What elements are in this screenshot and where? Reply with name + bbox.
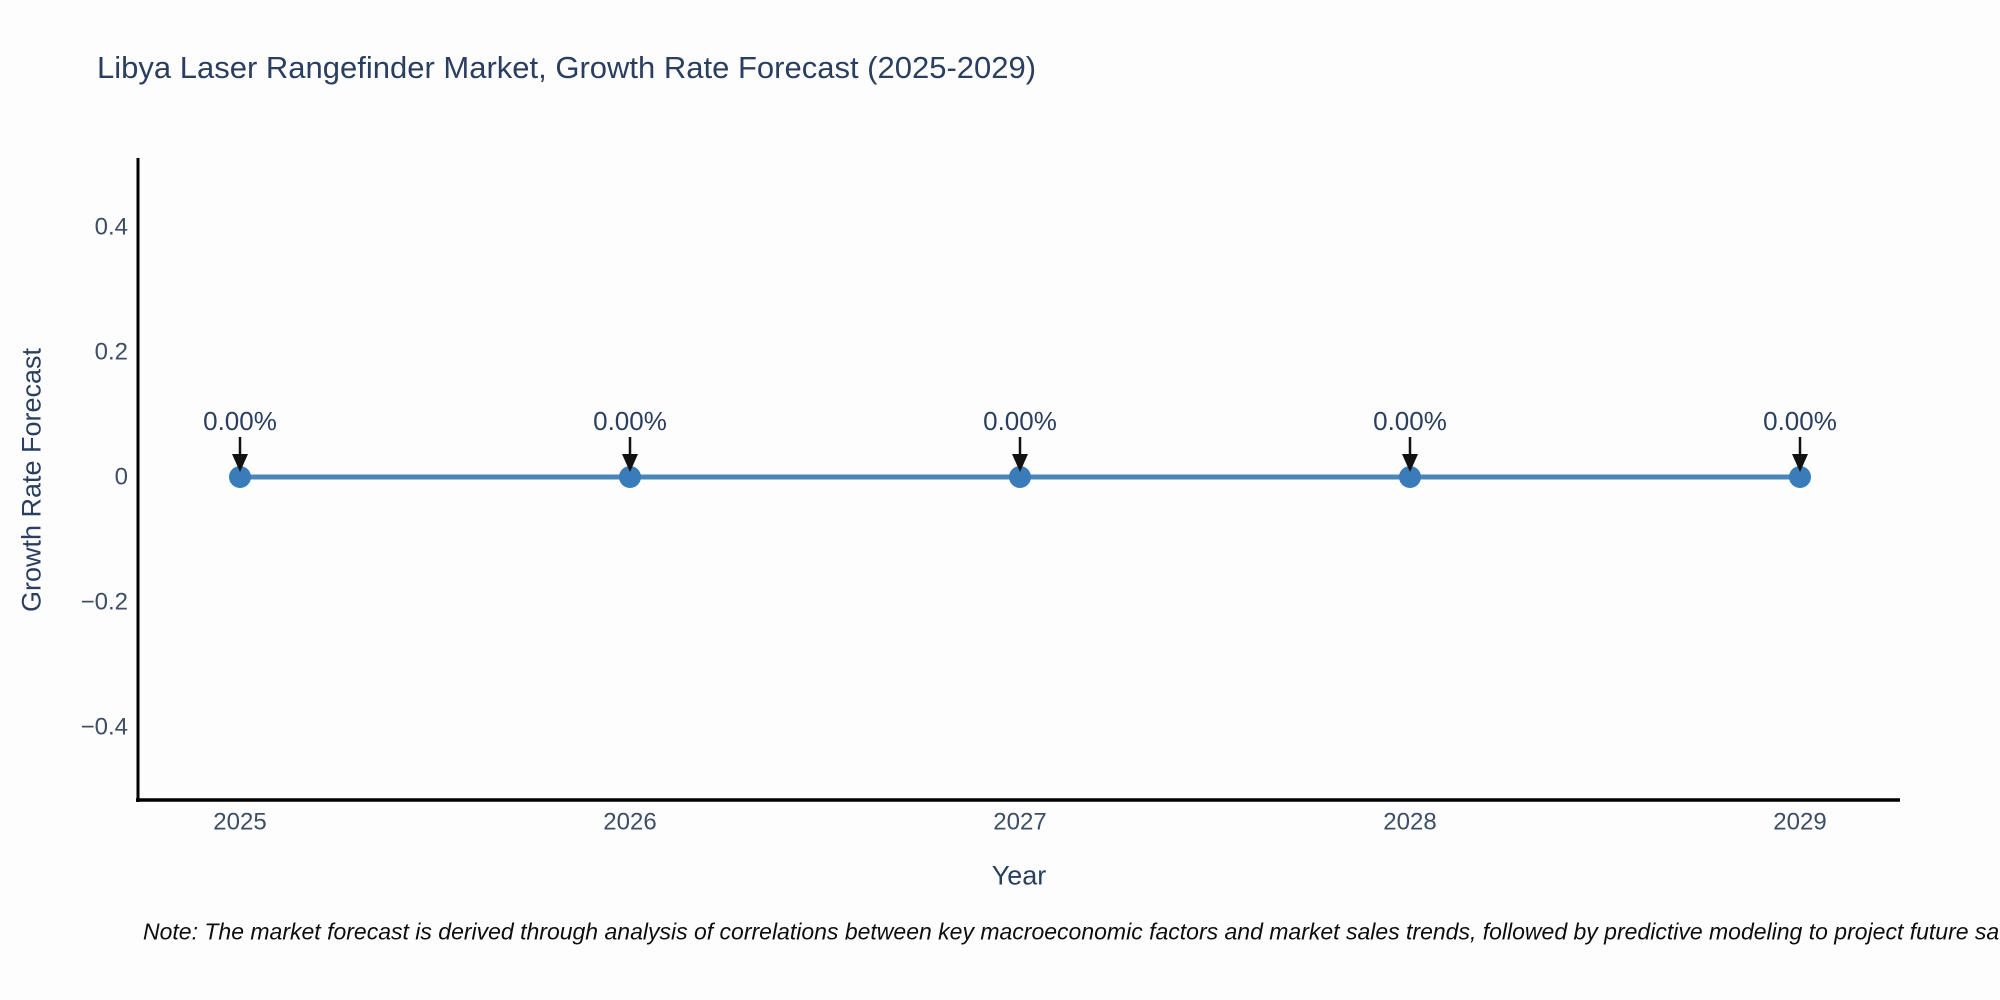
data-point-marker [1789,466,1811,488]
annotation-label: 0.00% [593,406,667,436]
x-tick-label: 2028 [1383,809,1436,836]
annotation-arrow-head [622,454,638,472]
annotation-label: 0.00% [1373,406,1447,436]
data-point-marker [1399,466,1421,488]
data-point-marker [229,466,251,488]
annotation-label: 0.00% [203,406,277,436]
footnote: Note: The market forecast is derived thr… [143,918,2000,945]
x-tick-label: 2026 [603,809,656,836]
y-tick-label: 0.4 [95,214,128,241]
annotation-arrow-head [232,454,248,472]
annotation-arrow-head [1012,454,1028,472]
x-tick-label: 2027 [993,809,1046,836]
y-tick-label: 0.2 [95,339,128,366]
x-axis-label: Year [991,860,1047,891]
x-tick-label: 2025 [213,809,266,836]
annotation-arrow-head [1402,454,1418,472]
y-tick-label: −0.4 [81,714,128,741]
x-tick-label: 2029 [1773,809,1826,836]
annotation-label: 0.00% [1763,406,1837,436]
chart-title: Libya Laser Rangefinder Market, Growth R… [97,50,1037,85]
annotation-arrow-head [1792,454,1808,472]
y-tick-label: −0.2 [81,589,128,616]
data-point-marker [1009,466,1031,488]
y-tick-label: 0 [115,464,128,491]
annotation-label: 0.00% [983,406,1057,436]
data-point-marker [619,466,641,488]
